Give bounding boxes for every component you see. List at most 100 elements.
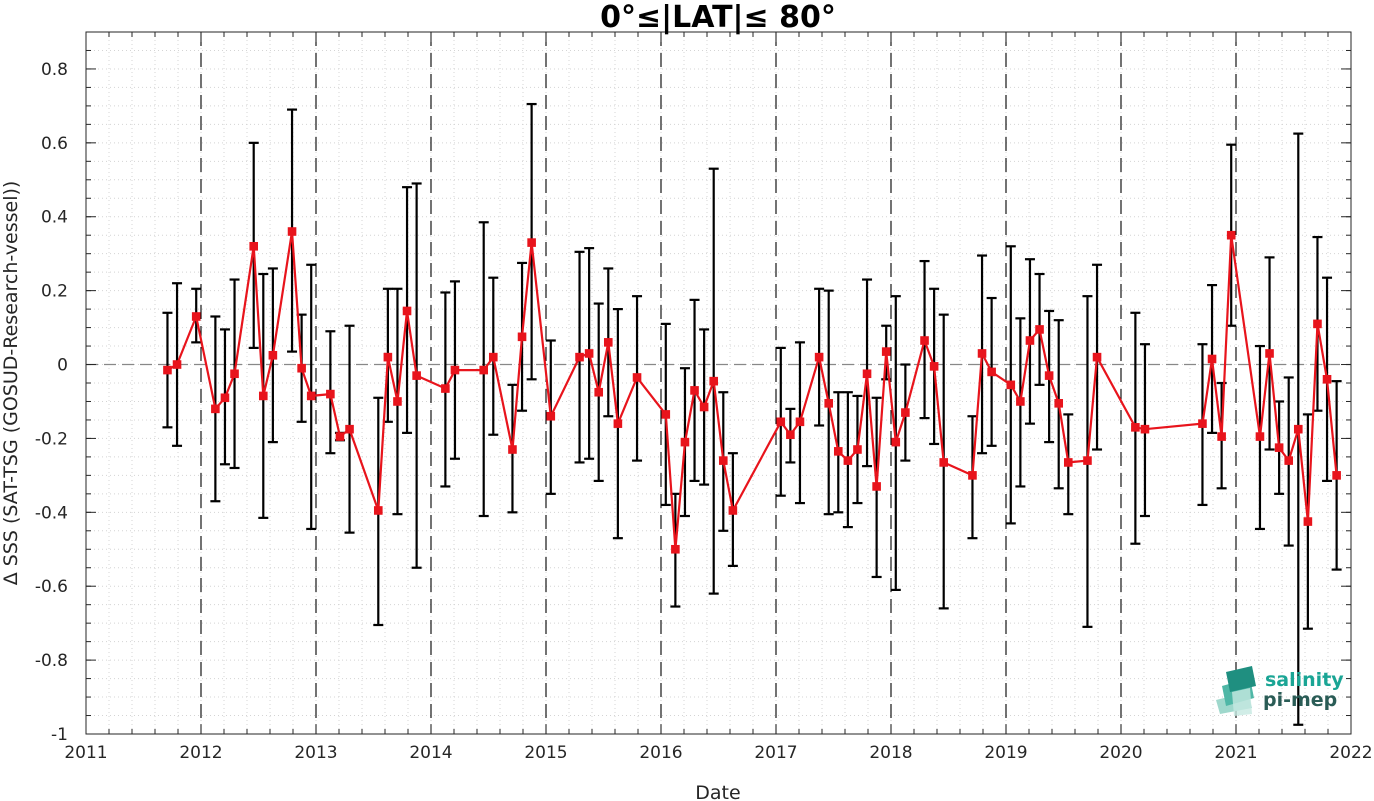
data-point-marker [230,369,239,379]
data-point-marker [575,352,584,362]
data-point-marker [412,371,421,380]
axis-ticks [85,31,1352,735]
data-point-marker [671,544,680,554]
data-point-marker [450,365,460,375]
x-axis-label: Date [695,782,740,801]
data-point-marker [632,373,642,382]
y-tick-label: 0.8 [41,60,68,80]
data-point-marker [1255,432,1265,441]
data-point-marker [814,352,824,362]
data-point-marker [1131,423,1140,432]
y-tick-labels: -1 -0.8 -0.6 -0.4 -0.2 0 0.2 0.4 0.6 0.8 [35,60,68,745]
data-point-marker [1303,517,1313,526]
data-point-marker [824,399,834,408]
data-point-marker [1044,371,1054,380]
data-point-marker [1006,380,1016,390]
data-point-marker [1293,424,1303,434]
data-point-marker [1054,399,1064,408]
data-point-marker [1284,456,1294,465]
data-point-marker [939,458,949,467]
x-tick-label: 2017 [754,743,797,763]
y-tick-label: -1 [51,725,68,745]
data-point-marker [1226,230,1236,240]
logo-mark-icon [1216,666,1256,716]
data-point-marker [373,506,383,515]
data-point-marker [1092,352,1102,362]
data-point-marker [987,367,996,377]
data-point-marker [776,417,786,427]
data-point-marker [488,352,498,362]
data-point-marker [326,389,335,399]
data-point-marker [383,352,393,362]
data-point-marker [306,391,316,401]
data-point-marker [833,447,843,456]
data-point-marker [1332,471,1341,480]
x-tick-label: 2011 [64,743,107,763]
data-point-marker [393,397,402,406]
y-tick-label: -0.4 [35,503,68,523]
y-axis-label: Δ SSS (SAT-TSG (GOSUD-Research-vessel)) [0,181,22,586]
data-point-marker [191,312,201,321]
x-tick-label: 2013 [294,743,337,763]
data-point-marker [718,456,728,465]
data-point-marker [795,417,805,427]
x-tick-label: 2012 [179,743,222,763]
data-point-marker [603,338,613,347]
data-point-marker [853,445,862,454]
data-point-marker [891,437,901,447]
y-tick-label: -0.6 [35,577,68,597]
x-tick-label: 2018 [869,743,912,763]
year-boundary-lines [200,32,1237,734]
data-point-marker [594,387,604,397]
y-tick-label: 0.6 [41,134,68,154]
y-tick-label: 0.2 [41,282,68,302]
data-point-marker [728,506,738,515]
y-tick-label: -0.8 [35,651,68,671]
data-point-marker [1322,375,1332,384]
logo-line-1: salinity [1265,669,1344,691]
data-point-marker [268,350,278,360]
x-tick-labels: 2011 2012 2013 2014 2015 2016 2017 2018 2019 2020… [64,743,1372,763]
data-point-marker [1083,456,1092,465]
data-point-marker [527,238,536,247]
chart-title: 0°≤|LAT|≤ 80° [600,0,836,35]
data-point-marker [872,482,881,491]
y-tick-label: 0.4 [41,208,68,228]
data-point-marker [843,456,853,465]
x-tick-label: 2014 [409,743,452,763]
data-point-marker [546,411,556,421]
data-point-marker [1035,325,1044,334]
data-point-marker [901,408,910,417]
data-point-marker [1207,354,1217,364]
data-point-marker [508,445,517,454]
data-point-marker [968,471,977,480]
data-point-marker [786,430,795,440]
data-point-marker [929,362,939,371]
data-point-marker [335,432,345,441]
data-point-marker [172,360,182,369]
data-point-marker [402,306,412,316]
x-tick-label: 2016 [639,743,682,763]
salinity-pi-mep-logo: salinity pi-mep [1216,666,1344,716]
data-point-marker [613,419,623,428]
x-tick-label: 2019 [984,743,1027,763]
data-point-marker [220,393,230,403]
data-point-marker [709,376,719,386]
data-point-marker [211,404,220,414]
data-point-marker [1313,319,1322,329]
y-tick-label: 0 [57,356,68,376]
data-point-marker [977,349,987,358]
data-point-marker [258,391,268,401]
x-tick-label: 2015 [524,743,567,763]
data-point-marker [1016,397,1025,406]
data-point-marker [1063,458,1073,467]
data-point-marker [249,241,259,251]
x-tick-label: 2021 [1214,743,1257,763]
x-tick-label: 2020 [1099,743,1142,763]
data-point-marker [441,384,450,393]
data-point-marker [881,347,891,356]
logo-line-2: pi-mep [1263,689,1337,711]
data-point-marker [1198,419,1207,428]
data-point-marker [1025,336,1035,345]
